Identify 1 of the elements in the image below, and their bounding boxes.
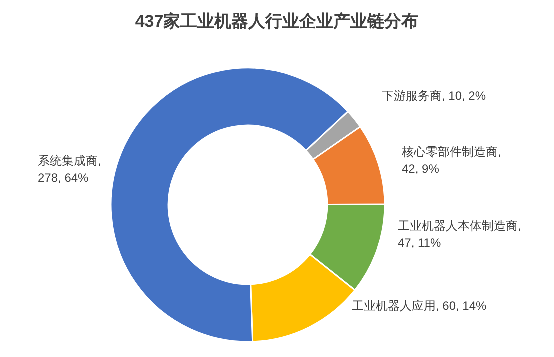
title: 437家工业机器人行业企业产业链分布 (134, 11, 420, 33)
